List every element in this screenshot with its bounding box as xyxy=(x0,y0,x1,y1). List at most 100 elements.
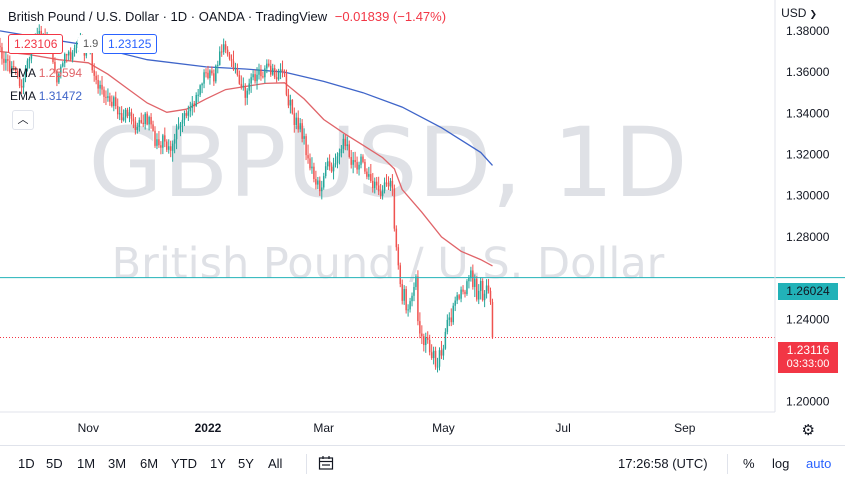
candle xyxy=(256,67,258,90)
candle-body xyxy=(287,94,290,106)
symbol-title[interactable]: British Pound / U.S. Dollar · 1D · OANDA… xyxy=(8,9,328,24)
candle xyxy=(391,174,394,196)
candle-body xyxy=(358,164,360,170)
candle xyxy=(432,346,435,365)
candle-body xyxy=(199,85,201,95)
candle-body xyxy=(430,352,433,359)
candle xyxy=(18,70,21,89)
candle-body xyxy=(379,191,382,196)
candle xyxy=(199,84,201,98)
candle-body xyxy=(334,163,337,165)
candle-body xyxy=(5,59,7,63)
candle xyxy=(460,286,462,303)
candle xyxy=(166,139,168,153)
candle-body xyxy=(103,89,105,97)
candle xyxy=(73,44,76,57)
ema-legend-long[interactable]: EMA 1.31472 xyxy=(10,89,82,103)
candle-body xyxy=(307,155,309,159)
candle xyxy=(440,340,443,360)
candle-body xyxy=(489,290,492,302)
candle xyxy=(297,110,299,133)
range-1y-button[interactable]: 1Y xyxy=(210,456,226,471)
toolbar-divider xyxy=(306,454,307,474)
candle xyxy=(309,153,311,171)
candle xyxy=(75,41,78,54)
gear-icon[interactable]: ⚙ xyxy=(801,422,815,439)
candle-body xyxy=(160,145,162,148)
range-1d-button[interactable]: 1D xyxy=(18,456,35,471)
candle xyxy=(116,98,119,119)
candle xyxy=(340,145,343,158)
candle-body xyxy=(279,69,282,72)
candle-body xyxy=(336,156,339,164)
candle-body xyxy=(317,180,319,185)
candle-body xyxy=(403,289,405,301)
candle-body xyxy=(115,97,117,107)
candle xyxy=(181,113,184,133)
candle xyxy=(167,139,170,154)
candle-body xyxy=(175,128,178,140)
candle xyxy=(132,113,135,129)
candle-body xyxy=(142,122,144,125)
candle xyxy=(138,117,141,132)
price-axis[interactable]: 1.38000 1.36000 1.34000 1.32000 1.30000 1.280… xyxy=(786,24,830,409)
percent-scale-toggle[interactable]: % xyxy=(743,456,755,471)
candle-body xyxy=(138,120,141,127)
candle xyxy=(236,63,239,77)
buy-quote-button[interactable]: 1.23125 xyxy=(102,34,158,54)
candle xyxy=(277,68,280,81)
candle-body xyxy=(425,337,427,346)
candle-body xyxy=(205,72,207,74)
candle-body xyxy=(14,67,17,72)
candle-body xyxy=(442,348,445,356)
chart-header: British Pound / U.S. Dollar · 1D · OANDA… xyxy=(8,9,446,24)
currency-selector[interactable]: USD ❯ xyxy=(781,6,817,20)
auto-scale-toggle[interactable]: auto xyxy=(806,456,832,471)
candle xyxy=(250,73,252,93)
calendar-goto-icon[interactable] xyxy=(318,455,334,474)
candle xyxy=(303,128,305,145)
sell-quote-button[interactable]: 1.23106 xyxy=(8,34,64,54)
candle xyxy=(9,55,11,74)
candle xyxy=(401,279,403,305)
candle-body xyxy=(230,58,233,62)
candle xyxy=(481,278,484,302)
candle xyxy=(22,77,25,95)
time-axis[interactable]: Nov 2022 Mar May Jul Sep xyxy=(78,421,696,435)
range-5d-button[interactable]: 5D xyxy=(46,456,63,471)
candle xyxy=(248,78,250,95)
clock-timezone[interactable]: 17:26:58 (UTC) xyxy=(618,456,708,471)
ema-legend-short[interactable]: EMA 1.26594 xyxy=(10,66,82,80)
range-6m-button[interactable]: 6M xyxy=(140,456,159,471)
candle-body xyxy=(321,187,323,192)
candle-body xyxy=(22,78,25,88)
candle-body xyxy=(301,123,303,139)
ema-legend-label: EMA xyxy=(10,66,36,80)
candle-body xyxy=(275,77,278,80)
range-5y-button[interactable]: 5Y xyxy=(238,456,254,471)
candle xyxy=(324,162,327,179)
range-1m-button[interactable]: 1M xyxy=(77,456,96,471)
candle-body xyxy=(154,130,156,146)
candle-body xyxy=(391,180,394,189)
candle xyxy=(107,88,109,102)
candle-body xyxy=(238,74,241,84)
candle-body xyxy=(63,53,66,64)
candle-body xyxy=(454,300,456,306)
candle-body xyxy=(250,77,252,84)
price-tick-label: 1.38000 xyxy=(786,24,830,38)
log-scale-toggle[interactable]: log xyxy=(772,456,790,471)
range-3m-button[interactable]: 3M xyxy=(108,456,127,471)
candle-body xyxy=(228,54,231,59)
chart-canvas[interactable]: GBPUSD, 1D British Pound / U.S. Dollar 1… xyxy=(0,0,845,445)
candle xyxy=(489,287,492,305)
range-all-button[interactable]: All xyxy=(268,456,283,471)
candle-body xyxy=(428,339,431,353)
range-ytd-button[interactable]: YTD xyxy=(171,456,197,471)
candle-body xyxy=(350,156,352,165)
collapse-legend-icon[interactable]: ︿ xyxy=(12,110,34,130)
candle xyxy=(65,53,68,63)
candle-body xyxy=(373,181,376,189)
candle xyxy=(291,99,294,115)
candle-body xyxy=(215,65,217,82)
